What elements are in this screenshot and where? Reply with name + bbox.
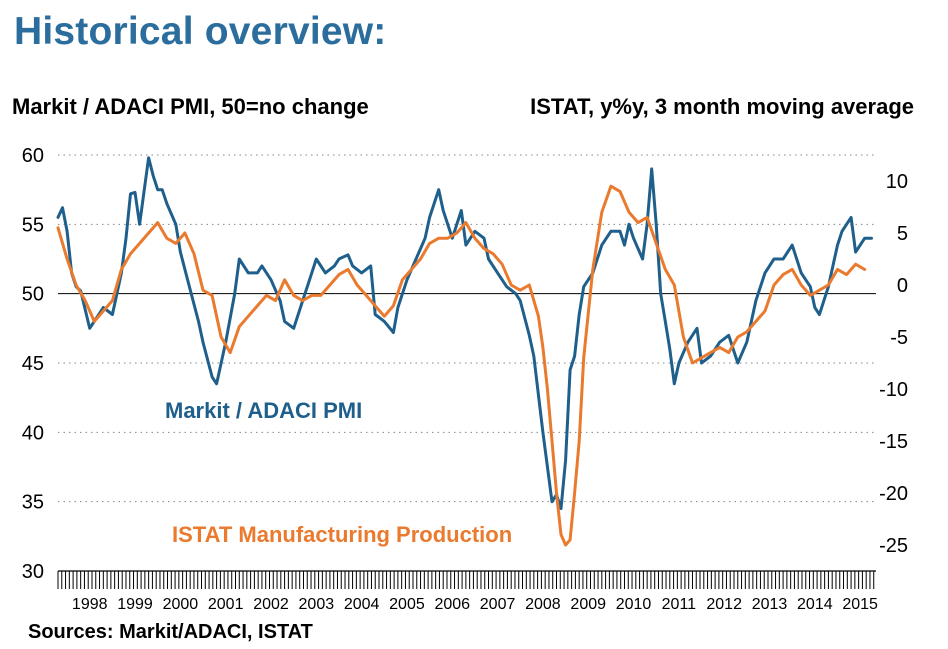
x-tick-label: 2001: [208, 596, 244, 613]
left-tick-label: 40: [22, 422, 44, 444]
right-axis-title: ISTAT, y%y, 3 month moving average: [530, 94, 914, 119]
right-tick-label: -25: [879, 535, 908, 557]
source-note: Sources: Markit/ADACI, ISTAT: [28, 621, 313, 643]
x-tick-label: 2006: [434, 596, 470, 613]
series-label-production: ISTAT Manufacturing Production: [172, 522, 512, 547]
left-tick-label: 30: [22, 561, 44, 583]
x-tick-label: 2007: [480, 596, 516, 613]
gridlines: [58, 154, 876, 503]
left-tick-label: 45: [22, 353, 44, 375]
x-tick-label: 2005: [389, 596, 425, 613]
x-tick-label: 2013: [752, 596, 788, 613]
page-title: Historical overview:: [14, 10, 387, 53]
left-tick-label: 50: [22, 284, 44, 306]
x-tick-label: 2012: [706, 596, 742, 613]
x-tick-label: 1999: [117, 596, 153, 613]
left-tick-label: 35: [22, 492, 44, 514]
right-tick-label: 0: [897, 275, 908, 297]
x-tick-label: 1998: [72, 596, 108, 613]
x-tick-label: 2003: [299, 596, 335, 613]
left-tick-label: 55: [22, 214, 44, 236]
x-tick-label: 2011: [662, 596, 697, 613]
series-line-pmi: [56, 156, 873, 511]
right-tick-label: -5: [890, 327, 908, 349]
right-axis-ticks: -25 -20 -15 -10 -5 0 5 10: [879, 171, 908, 557]
right-tick-label: 5: [897, 223, 908, 245]
series-label-pmi: Markit / ADACI PMI: [165, 398, 362, 423]
right-tick-label: 10: [886, 171, 908, 193]
left-axis-ticks: 30 35 40 45 50 55 60: [22, 145, 44, 583]
series-lines: [56, 156, 873, 547]
x-tick-label: 2000: [163, 596, 199, 613]
series-line-production: [56, 184, 867, 547]
x-tick-label: 2014: [797, 596, 833, 613]
right-tick-label: -10: [879, 379, 908, 401]
x-tick-label: 2008: [525, 596, 561, 613]
right-tick-label: -20: [879, 483, 908, 505]
x-tick-label: 2010: [616, 596, 652, 613]
x-tick-label: 2002: [253, 596, 289, 613]
x-tick-label: 2004: [344, 596, 380, 613]
x-axis: 1998 1999 2000 2001 2002 2003 2004 2005 2006 2007…: [57, 570, 878, 613]
left-tick-label: 60: [22, 145, 44, 167]
right-tick-label: -15: [879, 431, 908, 453]
left-axis-title: Markit / ADACI PMI, 50=no change: [12, 94, 369, 119]
x-tick-label: 2009: [570, 596, 606, 613]
x-tick-label: 2015: [842, 596, 878, 613]
